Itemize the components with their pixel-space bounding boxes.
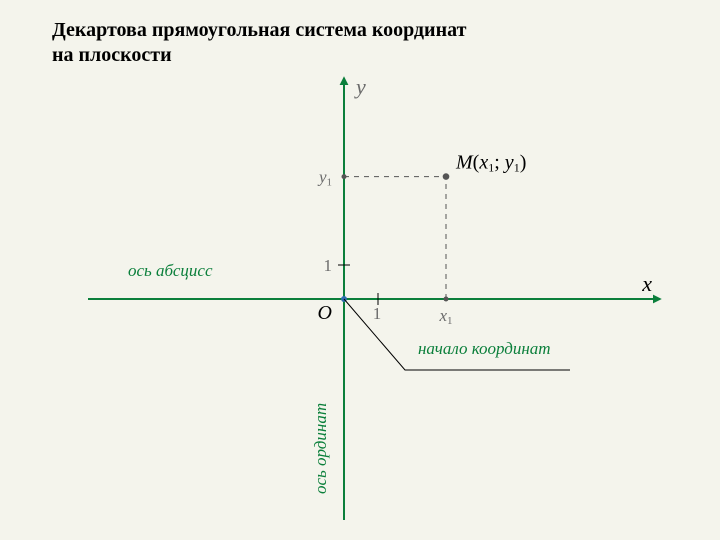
tick-label-y1: 1 (324, 256, 333, 275)
point-m-dot (443, 173, 450, 180)
proj-label-x1: x1 (438, 306, 452, 327)
title-line2: на плоскости (52, 44, 172, 66)
title-line1: Декартова прямоугольная система координа… (52, 19, 466, 41)
axis-label-x: x (641, 271, 652, 296)
proj-x-foot (444, 297, 449, 302)
callout-abscissa: ось абсцисс (128, 261, 213, 280)
axis-label-y: y (354, 74, 366, 99)
tick-label-x1: 1 (373, 304, 382, 323)
proj-y-foot (342, 174, 347, 179)
page-title: Декартова прямоугольная система координа… (52, 18, 466, 68)
origin-label: O (318, 302, 332, 324)
proj-label-y1: y1 (317, 168, 332, 189)
callout-origin: начало координат (418, 339, 551, 358)
point-m-label: M(x1; y1) (455, 152, 526, 175)
diagram-stage: Декартова прямоугольная система координа… (0, 0, 720, 540)
coordinate-plane: 1 1 Ox y x1 y1 M(x1; y1) ось абсцисс ось ординат… (0, 0, 720, 540)
callout-ordinate: ось ординат (311, 403, 330, 494)
